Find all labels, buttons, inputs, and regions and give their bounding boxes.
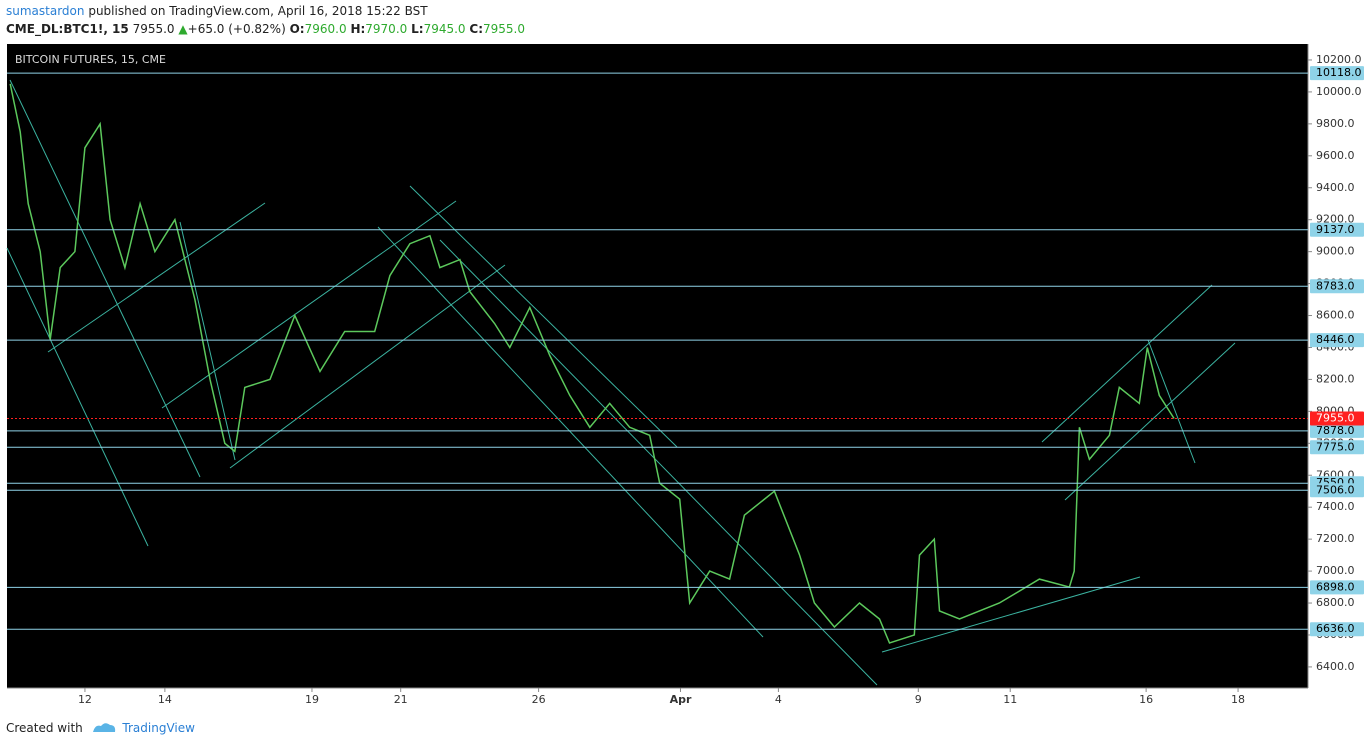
level-box bbox=[1310, 333, 1364, 348]
level-label: 7506.0 bbox=[1316, 483, 1355, 496]
created: Created with bbox=[6, 721, 83, 735]
y-tick-label: 7200.0 bbox=[1316, 532, 1355, 545]
arrow: ▲ bbox=[178, 22, 188, 36]
y-tick-label: 9000.0 bbox=[1316, 245, 1355, 258]
level-label: 8446.0 bbox=[1316, 333, 1355, 346]
x-tick-label: 9 bbox=[915, 693, 922, 706]
level-label: 7955.0 bbox=[1316, 412, 1355, 425]
ohlc-label: O: bbox=[289, 22, 305, 36]
level-label: 6898.0 bbox=[1316, 580, 1355, 593]
chart: BITCOIN FUTURES, 15, CME 6400.06600.0680… bbox=[6, 44, 1364, 706]
y-tick-label: 6800.0 bbox=[1316, 596, 1355, 609]
x-tick-label: Apr bbox=[670, 693, 692, 706]
trendline bbox=[47, 202, 266, 353]
ohlc-label: C: bbox=[469, 22, 483, 36]
x-tick-label: 26 bbox=[532, 693, 546, 706]
ohlc-label: H: bbox=[350, 22, 366, 36]
ohlc-value: 7960.0 bbox=[304, 22, 347, 36]
trendline bbox=[1064, 342, 1236, 501]
level-box bbox=[1310, 580, 1364, 595]
level-box bbox=[1310, 483, 1364, 498]
header-line: sumastardon published on TradingView.com… bbox=[6, 4, 428, 18]
quote-line: CME_DL:BTC1!, 15 7955.0 ▲+65.0 (+0.82%) … bbox=[6, 22, 525, 36]
x-tick-label: 21 bbox=[394, 693, 408, 706]
trendline bbox=[9, 79, 201, 478]
symbol: CME_DL:BTC1!, 15 bbox=[6, 22, 129, 36]
logo bbox=[92, 723, 115, 732]
ohlc-label: L: bbox=[411, 22, 424, 36]
y-tick-label: 7400.0 bbox=[1316, 500, 1355, 513]
change: +65.0 (+0.82%) bbox=[187, 22, 286, 36]
trendlines bbox=[6, 79, 1236, 686]
published: published on TradingView.com, April 16, … bbox=[88, 4, 428, 18]
level-label: 6636.0 bbox=[1316, 622, 1355, 635]
trendline bbox=[229, 264, 506, 469]
author[interactable]: sumastardon bbox=[6, 4, 85, 18]
trendline bbox=[881, 576, 1141, 653]
brand[interactable]: TradingView bbox=[122, 721, 195, 735]
level-label: 7775.0 bbox=[1316, 440, 1355, 453]
ohlc-value: 7955.0 bbox=[483, 22, 525, 36]
level-box bbox=[1310, 66, 1364, 81]
plot-background bbox=[7, 44, 1308, 688]
y-tick-label: 6400.0 bbox=[1316, 660, 1355, 673]
x-tick-label: 16 bbox=[1139, 693, 1153, 706]
x-tick-label: 19 bbox=[305, 693, 319, 706]
level-label: 8783.0 bbox=[1316, 279, 1355, 292]
y-tick-label: 8200.0 bbox=[1316, 372, 1355, 385]
y-tick-label: 9400.0 bbox=[1316, 181, 1355, 194]
trendline bbox=[6, 247, 149, 547]
trendline bbox=[439, 239, 878, 686]
y-tick-label: 8600.0 bbox=[1316, 309, 1355, 322]
y-tick-label: 10200.0 bbox=[1316, 53, 1362, 66]
trendline bbox=[1147, 339, 1196, 464]
ohlc-value: 7970.0 bbox=[365, 22, 408, 36]
level-box bbox=[1310, 423, 1364, 438]
trendline bbox=[377, 226, 764, 638]
level-box bbox=[1310, 222, 1364, 237]
x-tick-label: 14 bbox=[158, 693, 172, 706]
y-tick-label: 9200.0 bbox=[1316, 213, 1355, 226]
trendline bbox=[161, 200, 457, 409]
ohlc-value: 7945.0 bbox=[423, 22, 466, 36]
y-tick-label: 9600.0 bbox=[1316, 149, 1355, 162]
level-label: 9137.0 bbox=[1316, 223, 1355, 236]
last: 7955.0 bbox=[132, 22, 175, 36]
level-box bbox=[1310, 440, 1364, 455]
footer: Created with TradingView bbox=[6, 718, 195, 735]
trendline bbox=[179, 221, 236, 461]
x-tick-label: 18 bbox=[1231, 693, 1245, 706]
price-line bbox=[9, 83, 1175, 644]
level-box bbox=[1310, 411, 1364, 426]
x-tick-label: 11 bbox=[1003, 693, 1017, 706]
level-label: 7878.0 bbox=[1316, 424, 1355, 437]
y-tick-label: 9800.0 bbox=[1316, 117, 1355, 130]
level-box bbox=[1310, 279, 1364, 294]
level-box bbox=[1310, 622, 1364, 637]
x-tick-label: 12 bbox=[78, 693, 92, 706]
x-tick-label: 4 bbox=[775, 693, 782, 706]
level-label: 10118.0 bbox=[1316, 66, 1362, 79]
chart-title: BITCOIN FUTURES, 15, CME bbox=[15, 53, 166, 66]
y-tick-label: 10000.0 bbox=[1316, 85, 1362, 98]
trendline bbox=[1041, 284, 1213, 443]
y-tick-label: 7000.0 bbox=[1316, 564, 1355, 577]
